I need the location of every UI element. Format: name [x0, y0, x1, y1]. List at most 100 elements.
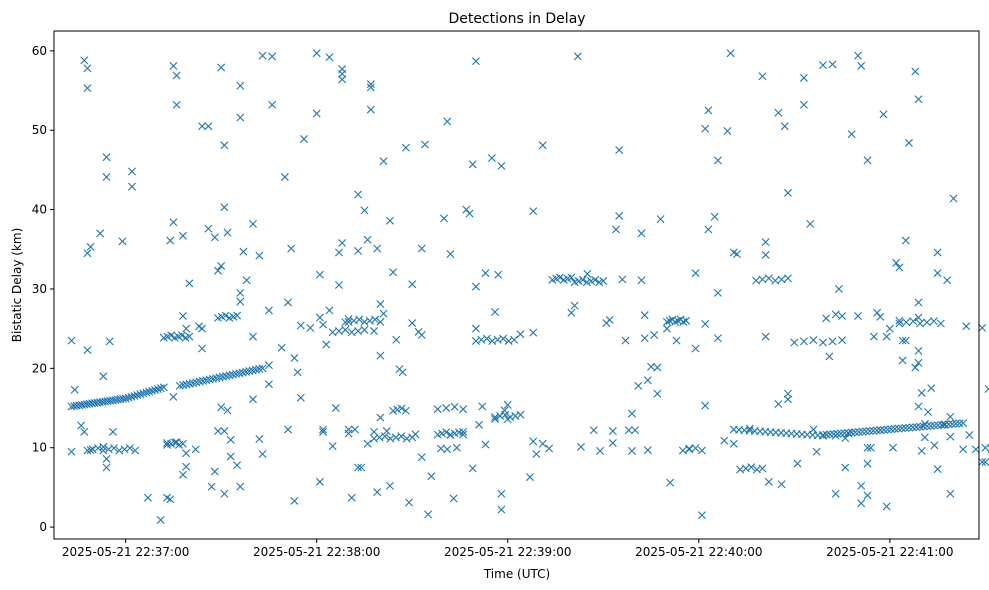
data-point	[354, 246, 363, 255]
data-point	[296, 321, 305, 330]
data-point	[777, 480, 786, 489]
data-point	[799, 337, 808, 346]
data-point	[671, 317, 680, 326]
data-point	[215, 373, 224, 382]
data-point	[223, 406, 232, 415]
data-point	[204, 224, 213, 233]
data-point	[926, 421, 935, 430]
data-point	[319, 427, 328, 436]
data-point	[510, 335, 519, 344]
data-point	[701, 319, 710, 328]
data-point	[312, 109, 321, 118]
data-point	[169, 392, 178, 401]
data-point	[220, 427, 229, 436]
data-point	[366, 83, 375, 92]
data-point	[401, 406, 410, 415]
data-point	[937, 420, 946, 429]
data-point	[99, 442, 108, 451]
data-point	[887, 425, 896, 434]
data-point	[70, 385, 79, 394]
data-point	[911, 67, 920, 76]
data-point	[809, 336, 818, 345]
data-point	[491, 413, 499, 422]
data-point	[242, 367, 250, 376]
data-point	[481, 269, 490, 278]
data-point	[529, 437, 538, 446]
data-point	[908, 423, 917, 432]
data-point	[417, 244, 426, 253]
data-point	[898, 424, 906, 433]
data-point	[783, 188, 792, 197]
data-point	[806, 219, 815, 228]
data-point	[319, 320, 328, 329]
data-point	[901, 236, 910, 245]
data-point	[678, 446, 687, 455]
data-point	[185, 379, 194, 388]
data-point	[465, 209, 474, 218]
data-point	[328, 442, 337, 451]
data-point	[264, 361, 273, 370]
data-point	[130, 391, 139, 400]
data-point	[179, 381, 188, 390]
data-point	[487, 154, 496, 162]
data-point	[909, 317, 918, 326]
data-point	[178, 231, 187, 240]
data-point	[125, 444, 134, 453]
data-point	[941, 420, 950, 429]
data-point	[255, 434, 264, 443]
y-tick-label: 10	[32, 441, 47, 455]
data-point	[685, 445, 694, 454]
data-point	[576, 442, 585, 451]
data-point	[440, 214, 449, 223]
data-point	[213, 266, 222, 275]
data-point	[189, 379, 198, 388]
data-point	[442, 404, 451, 413]
data-point	[901, 336, 910, 345]
data-point	[831, 489, 840, 498]
data-point	[420, 140, 429, 149]
data-point	[102, 173, 111, 182]
data-point	[494, 270, 503, 279]
data-point	[446, 431, 455, 440]
data-point	[344, 425, 353, 434]
data-point	[478, 402, 487, 411]
data-point	[268, 100, 277, 109]
data-point	[841, 434, 850, 443]
data-point	[235, 369, 244, 378]
data-point	[783, 395, 792, 404]
data-point	[277, 343, 286, 352]
data-point	[236, 113, 245, 122]
data-point	[783, 274, 792, 283]
data-point	[213, 427, 222, 436]
data-point	[376, 317, 385, 326]
data-point	[697, 511, 706, 520]
x-tick-label: 2025-05-21 22:37:00	[62, 545, 189, 559]
data-point	[491, 307, 499, 316]
data-point	[949, 194, 958, 203]
data-point	[965, 431, 974, 440]
data-point	[105, 337, 114, 346]
data-point	[882, 502, 891, 511]
data-point	[818, 338, 827, 347]
data-point	[851, 428, 860, 437]
data-point	[822, 314, 831, 323]
data-point	[195, 377, 204, 386]
data-point	[873, 308, 882, 317]
data-point	[653, 363, 662, 372]
data-point	[902, 318, 911, 327]
data-point	[102, 463, 111, 472]
data-point	[354, 463, 363, 472]
data-point	[538, 439, 547, 448]
data-point	[691, 344, 700, 353]
data-point	[385, 481, 394, 490]
data-point	[914, 346, 923, 355]
data-point	[930, 441, 939, 450]
data-point	[397, 404, 406, 413]
data-point	[761, 250, 770, 259]
data-point	[978, 323, 987, 332]
data-point	[373, 244, 382, 253]
data-point	[901, 424, 910, 432]
data-point	[290, 496, 299, 505]
data-point	[640, 311, 649, 320]
